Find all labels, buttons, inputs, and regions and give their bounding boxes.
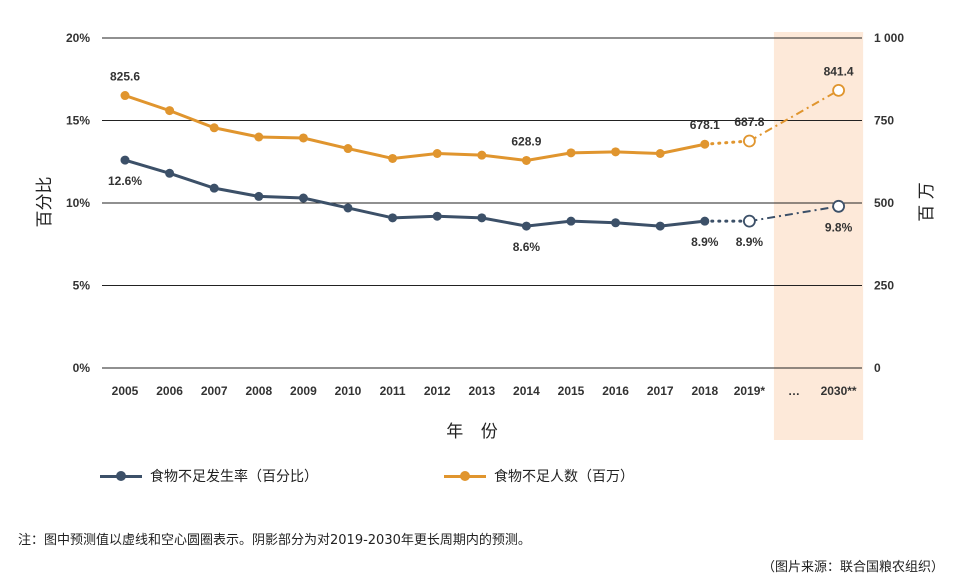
y-left-tick-label: 10% (66, 196, 90, 210)
x-tick-label: 2012 (424, 384, 451, 398)
legend-label-rate: 食物不足发生率（百分比） (150, 469, 318, 485)
y-right-tick-label: 0 (874, 361, 881, 375)
data-point (566, 148, 576, 158)
x-tick-label: 2007 (201, 384, 228, 398)
data-point (343, 144, 353, 154)
legend-item-rate: 食物不足发生率（百分比） (100, 466, 318, 486)
data-point (254, 191, 264, 201)
data-point (655, 221, 665, 231)
y-left-tick-label: 5% (73, 279, 91, 293)
data-point (700, 139, 710, 149)
x-tick-label: 2019* (734, 384, 766, 398)
y-axis-left-ticks: 20% 15% 10% 5% 0% (66, 31, 90, 375)
y-left-tick-label: 15% (66, 114, 90, 128)
x-axis-label: 年 份 (446, 422, 503, 442)
data-point (343, 203, 353, 213)
data-point (298, 193, 308, 203)
footnote: 注：图中预测值以虚线和空心圆圈表示。阴影部分为对2019-2030年更长周期内的… (18, 533, 531, 548)
data-label: 8.9% (736, 235, 764, 249)
y-axis-right-ticks: 1 000 750 500 250 0 (874, 31, 904, 375)
legend-swatch-count (444, 471, 486, 481)
data-point (566, 216, 576, 226)
x-tick-label: 2005 (112, 384, 139, 398)
grid-lines (102, 37, 862, 369)
legend: 食物不足发生率（百分比） 食物不足人数（百万） (100, 466, 634, 486)
data-point (700, 216, 710, 226)
data-point (477, 213, 487, 223)
data-label: 841.4 (824, 64, 854, 78)
data-point (298, 133, 308, 143)
data-point (120, 91, 130, 101)
x-tick-label: 2014 (513, 384, 540, 398)
data-point (611, 218, 621, 228)
x-tick-label: 2006 (156, 384, 183, 398)
x-tick-label: 2009 (290, 384, 317, 398)
data-point (743, 134, 756, 148)
y-right-tick-label: 500 (874, 196, 894, 210)
data-label: 825.6 (110, 70, 140, 84)
series-dotted-1 (703, 139, 751, 146)
data-label: 12.6% (108, 174, 142, 188)
x-tick-label: 2011 (380, 384, 406, 398)
data-label: 8.9% (691, 235, 719, 249)
x-tick-label: 2010 (335, 384, 362, 398)
data-label: 8.6% (513, 240, 541, 254)
data-point (120, 155, 130, 165)
data-point (477, 150, 487, 160)
data-point (655, 149, 665, 158)
data-point (832, 83, 845, 97)
data-point (165, 168, 175, 178)
data-point (521, 221, 531, 231)
data-label: 687.8 (734, 115, 764, 129)
source-credit: （图片来源：联合国粮农组织） (761, 560, 944, 575)
legend-item-count: 食物不足人数（百万） (444, 466, 634, 486)
x-tick-label: 2030** (821, 384, 857, 398)
forecast-shade (773, 32, 864, 440)
y-axis-left-label: 百分比 (35, 177, 55, 228)
legend-swatch-rate (100, 471, 142, 481)
data-point (521, 155, 531, 165)
data-point (388, 153, 398, 163)
data-point (388, 213, 398, 223)
y-left-tick-label: 0% (73, 361, 91, 375)
data-point (254, 132, 264, 142)
data-label: 9.8% (825, 220, 853, 234)
x-tick-label: 2018 (691, 384, 718, 398)
y-right-tick-label: 250 (874, 279, 894, 293)
series-line-0 (124, 158, 705, 228)
data-point (432, 149, 442, 158)
x-tick-label: 2017 (647, 384, 674, 398)
x-tick-label: 2015 (558, 384, 585, 398)
x-axis-ticks: 2005 2006 2007 2008 2009 2010 2011 2012 2013 2014… (112, 384, 857, 398)
series-forecast-1 (748, 89, 840, 142)
y-left-tick-label: 20% (66, 31, 90, 45)
series-forecast-0 (749, 205, 839, 223)
data-label: 678.1 (690, 118, 720, 132)
data-point (209, 183, 219, 193)
y-right-tick-label: 750 (874, 114, 894, 128)
y-axis-right-label: 百 万 (917, 182, 937, 221)
data-label: 628.9 (511, 134, 541, 148)
data-labels: 12.6% 8.6% 8.9% 8.9% 9.8% 825.6 628.9 678.1 687.… (108, 64, 854, 254)
legend-label-count: 食物不足人数（百万） (494, 469, 634, 485)
data-point (611, 147, 621, 157)
x-tick-label: 2016 (602, 384, 629, 398)
x-tick-label: … (788, 384, 800, 398)
data-point (209, 123, 219, 133)
series-layer (120, 83, 845, 231)
data-point (432, 211, 442, 221)
data-point (832, 199, 845, 213)
x-tick-label: 2008 (245, 384, 272, 398)
series-line-1 (124, 94, 706, 162)
y-right-tick-label: 1 000 (874, 31, 904, 45)
data-point (743, 214, 756, 228)
x-tick-label: 2013 (468, 384, 495, 398)
data-point (165, 106, 175, 116)
